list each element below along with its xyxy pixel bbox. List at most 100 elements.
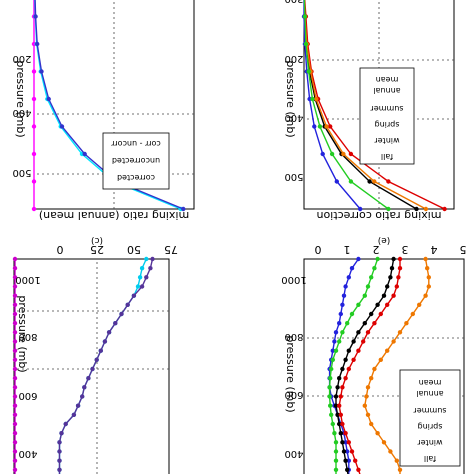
panel-bottom-right-ytick: 1000 — [281, 274, 306, 285]
panel-top-left-xlabel: mixing ratio (annual mean) — [39, 209, 189, 222]
legend-item-fall: fall — [424, 454, 436, 463]
bottom-left-data-point — [144, 256, 149, 262]
bottom-right-data-point — [343, 440, 348, 445]
bottom-right-data-point — [337, 321, 342, 326]
bottom-left-data-point — [80, 394, 85, 399]
panel-bottom-left-series — [12, 256, 155, 474]
bottom-right-data-point — [333, 394, 339, 399]
bottom-left-data-point — [12, 467, 18, 472]
bottom-right-data-point — [397, 330, 403, 335]
bottom-right-data-point — [388, 449, 393, 454]
bottom-right-data-point — [385, 302, 390, 307]
bottom-right-data-point — [375, 256, 380, 262]
panel-top-left: pressure (mb) mixing ratio (annual mean)… — [12, 0, 195, 222]
bottom-left-data-point — [137, 275, 143, 280]
bottom-left-data-point — [12, 366, 18, 372]
bottom-left-data-point — [12, 357, 18, 362]
panel-bottom-right-legend: mean annual summer spring winter fall — [399, 369, 461, 467]
panel-bottom-left-xtick: 0 — [57, 243, 64, 256]
bottom-right-data-point — [372, 321, 377, 326]
bottom-right-data-point — [423, 293, 428, 298]
panel-bottom-right-ytick: 800 — [284, 331, 303, 342]
bottom-right-data-point — [375, 302, 380, 307]
legend-item-summer: summer — [370, 104, 404, 113]
top-right-data-point — [358, 206, 363, 212]
bottom-right-data-point — [340, 366, 345, 372]
top-left-data-point — [31, 179, 37, 184]
bottom-right-data-point — [365, 412, 371, 417]
panel-top-right: pressure (mb) mixing ratio correction 30… — [284, 0, 455, 222]
bottom-right-data-point — [426, 275, 431, 280]
bottom-right-data-point — [340, 385, 345, 390]
bottom-right-data-point — [365, 284, 371, 289]
bottom-right-data-point — [332, 431, 337, 436]
panel-bottom-left-title: (c) — [91, 235, 103, 245]
bottom-left-data-point — [12, 394, 18, 399]
bottom-right-data-point — [335, 412, 340, 417]
bottom-right-data-point — [333, 467, 339, 472]
panel-top-right-series — [301, 0, 447, 212]
bottom-right-data-point — [397, 467, 403, 472]
bottom-left-data-point — [12, 293, 18, 298]
top-right-data-point — [348, 179, 354, 184]
panel-bottom-right-title: (e) — [378, 235, 391, 245]
bottom-left-data-point — [86, 376, 91, 381]
bottom-left-data-point — [150, 256, 155, 262]
bottom-left-data-point — [12, 449, 18, 454]
top-right-data-point — [303, 41, 309, 47]
legend-item-uncorrected: uncorrected — [112, 156, 160, 165]
panel-bottom-right-ytick: 400 — [284, 448, 303, 459]
top-left-data-point — [31, 124, 37, 129]
bottom-right-data-point — [340, 421, 345, 427]
bottom-right-data-point — [369, 421, 374, 427]
bottom-right-data-point — [333, 348, 339, 353]
bottom-right-data-point — [337, 339, 342, 344]
panel-top-left-ytick: 500 — [12, 167, 31, 178]
top-left-data-point — [181, 206, 186, 212]
bottom-right-data-point — [333, 403, 339, 408]
panel-top-right-ylabel: pressure (mb) — [284, 60, 297, 137]
bottom-left-data-point — [57, 458, 62, 463]
bottom-right-data-point — [345, 467, 350, 472]
bottom-right-data-point — [362, 403, 367, 408]
legend-item-winter: winter — [417, 438, 443, 447]
bottom-left-data-point — [12, 330, 18, 335]
bottom-right-data-point — [346, 440, 351, 445]
bottom-right-data-point — [333, 449, 339, 454]
panel-bottom-right-frame — [303, 258, 465, 474]
panel-bottom-right-xtick: 1 — [344, 243, 351, 256]
bottom-left-data-point — [106, 330, 112, 335]
bottom-left-data-point — [75, 403, 81, 408]
bottom-right-data-point — [346, 458, 351, 463]
panel-bottom-left-frame — [13, 258, 170, 474]
bottom-right-data-point — [328, 376, 333, 381]
panel-bottom-right-ytick: 600 — [284, 389, 303, 400]
legend-item-mean: mean — [419, 378, 442, 387]
top-right-data-point — [386, 206, 391, 212]
top-right-data-point — [312, 124, 317, 129]
bottom-right-data-point — [397, 266, 403, 271]
panel-top-left-ytick: 400 — [12, 107, 31, 118]
bottom-left-data-point — [12, 440, 18, 445]
panel-bottom-right-xtick: 0 — [315, 243, 322, 256]
bottom-right-data-point — [338, 412, 343, 417]
bottom-right-data-point — [338, 311, 343, 317]
bottom-left-series-line — [58, 258, 154, 474]
bottom-left-data-point — [119, 311, 124, 317]
bottom-left-series-line — [58, 258, 147, 474]
bottom-right-data-point — [391, 339, 396, 344]
bottom-right-data-point — [340, 302, 345, 307]
top-left-data-point — [59, 124, 65, 129]
bottom-right-data-point — [396, 275, 401, 280]
bottom-right-data-point — [426, 284, 431, 289]
legend-item-winter: winter — [374, 136, 400, 145]
bottom-right-data-point — [330, 357, 335, 362]
top-right-data-point — [423, 206, 429, 212]
bottom-right-data-point — [343, 431, 348, 436]
legend-item-spring: spring — [375, 120, 400, 129]
bottom-right-data-point — [343, 357, 348, 362]
panel-top-right-ytick: 400 — [284, 112, 303, 123]
panel-bottom-right-series — [327, 256, 431, 474]
bottom-right-data-point — [333, 458, 339, 463]
panel-bottom-right-ylabel: pressure (mb) — [284, 335, 297, 412]
